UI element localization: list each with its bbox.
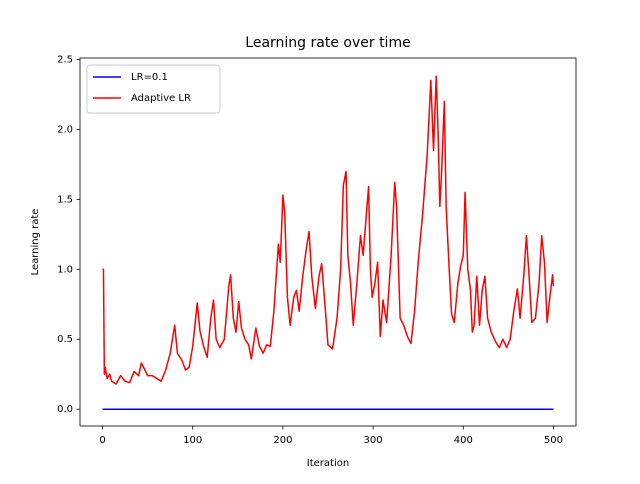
- x-tick-label: 100: [183, 435, 202, 446]
- x-tick-label: 400: [454, 435, 473, 446]
- y-axis-label: Learning rate: [30, 209, 41, 276]
- legend-label: Adaptive LR: [131, 93, 191, 104]
- y-tick-label: 2.0: [57, 124, 73, 135]
- x-axis-label: Iteration: [307, 458, 349, 469]
- y-tick-label: 0.0: [57, 404, 73, 415]
- chart-title: Learning rate over time: [245, 35, 410, 51]
- y-tick-label: 1.5: [57, 194, 73, 205]
- plot-area: [102, 75, 555, 410]
- y-tick-label: 0.5: [57, 334, 73, 345]
- x-tick-label: 0: [99, 435, 105, 446]
- y-tick-label: 2.5: [57, 54, 73, 65]
- y-tick-label: 1.0: [57, 264, 73, 275]
- axes-frame: [79, 57, 577, 427]
- x-tick-label: 200: [273, 435, 292, 446]
- x-tick-label: 300: [364, 435, 383, 446]
- data-line: [102, 75, 555, 385]
- legend: LR=0.1 Adaptive LR: [86, 64, 221, 114]
- x-tick-label: 500: [544, 435, 563, 446]
- legend-label: LR=0.1: [131, 72, 168, 83]
